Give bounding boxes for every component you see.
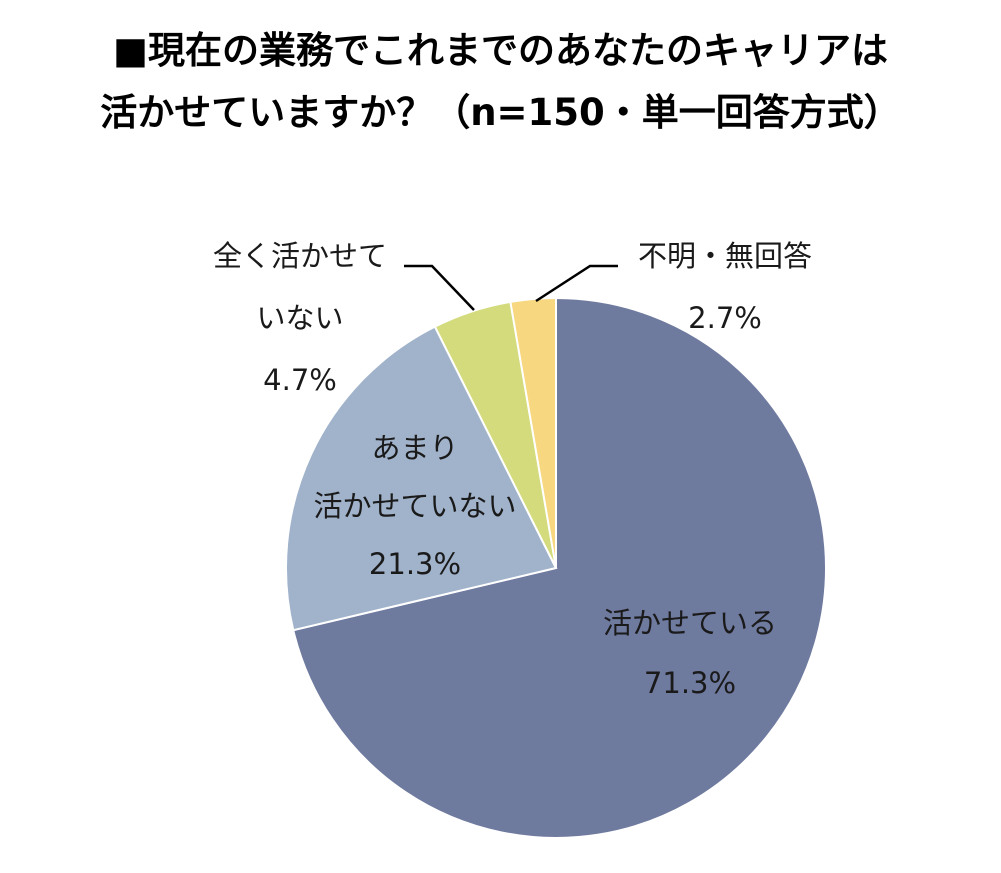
pie-slice-0 (292, 296, 827, 839)
chart-title-line-1: ■現在の業務でこれまでのあなたのキャリアは (113, 29, 888, 72)
slice-value-label-1: 21.3% (369, 547, 461, 581)
slice-value-label-2: 4.7% (263, 363, 337, 397)
slice-category-label-2-0: 全く活かせて (213, 239, 387, 273)
pie-slice-3 (509, 296, 557, 569)
chart-title: ■現在の業務でこれまでのあなたのキャリアは 活かせていますか？（n=150・単一… (0, 20, 1001, 144)
pie-slice-1 (285, 325, 558, 632)
slice-category-label-1-1: 活かせていない (313, 489, 516, 523)
slice-value-label-3: 2.7% (688, 301, 762, 335)
leader-line-2 (404, 264, 475, 311)
slice-category-label-1-0: あまり (371, 431, 458, 465)
leader-line-3 (535, 264, 618, 303)
chart-title-line-2: 活かせていますか？（n=150・単一回答方式） (100, 91, 901, 134)
slice-value-label-0: 71.3% (644, 666, 736, 700)
slice-category-label-0-0: 活かせている (603, 606, 777, 640)
slice-category-label-3-0: 不明・無回答 (638, 239, 812, 273)
slice-category-label-2-1: いない (256, 301, 343, 335)
